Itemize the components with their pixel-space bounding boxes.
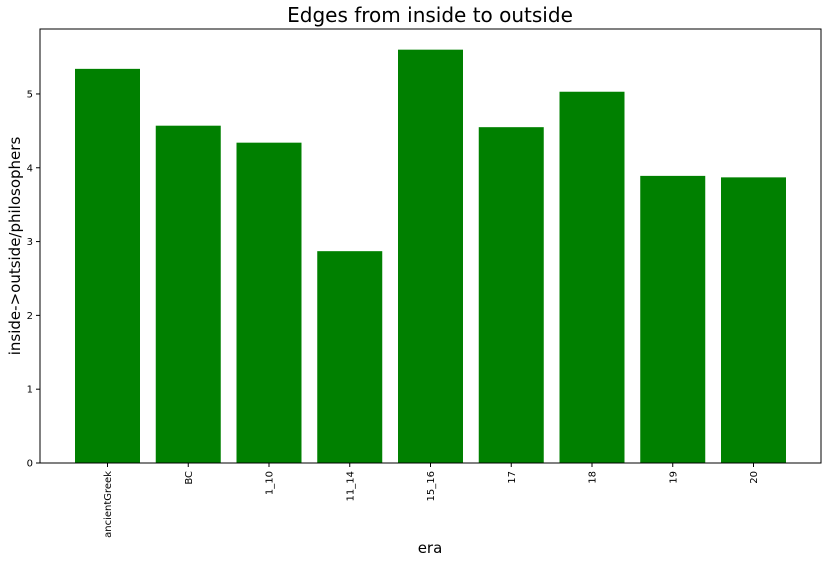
bars-group [75, 50, 786, 463]
x-tick-label: 18 [588, 471, 599, 484]
y-axis: 0 1 2 3 4 5 [27, 89, 40, 469]
y-tick-label: 0 [27, 459, 33, 470]
bar-17 [479, 127, 544, 463]
bar-ancientGreek [75, 69, 140, 463]
x-tick-label: 20 [749, 471, 760, 484]
bar-15_16 [398, 50, 463, 463]
y-tick-label: 5 [27, 89, 33, 100]
chart-title: Edges from inside to outside [287, 3, 573, 27]
bar-BC [156, 126, 221, 463]
bar-1_10 [237, 143, 302, 463]
y-tick-label: 1 [27, 385, 33, 396]
y-tick-label: 2 [27, 311, 33, 322]
bar-19 [640, 176, 705, 463]
x-tick-label: 1_10 [265, 471, 276, 495]
bar-11_14 [317, 251, 382, 463]
x-tick-label: ancientGreek [103, 471, 114, 538]
bar-18 [560, 92, 625, 463]
y-tick-label: 4 [27, 163, 33, 174]
x-tick-label: 15_16 [426, 471, 437, 501]
x-tick-label: BC [184, 471, 195, 485]
x-tick-label: 19 [668, 471, 679, 484]
x-tick-label: 17 [507, 471, 518, 484]
x-axis: ancientGreek BC 1_10 11_14 15_16 17 18 19 20 [103, 463, 760, 538]
x-axis-label: era [418, 539, 443, 557]
x-tick-label: 11_14 [345, 471, 356, 501]
bar-20 [721, 177, 786, 463]
y-axis-label: inside->outside/philosophers [6, 137, 24, 356]
y-tick-label: 3 [27, 237, 33, 248]
